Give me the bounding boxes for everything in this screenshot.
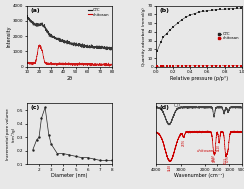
X-axis label: Diameter (nm): Diameter (nm) <box>51 173 88 178</box>
Point <box>86 156 90 159</box>
Point <box>205 64 209 67</box>
Point <box>201 64 205 67</box>
Point <box>161 36 165 39</box>
Point <box>159 65 163 68</box>
X-axis label: Wavenumber (cm⁻¹): Wavenumber (cm⁻¹) <box>174 173 224 178</box>
Text: 1647: 1647 <box>212 154 216 161</box>
Point <box>227 64 231 67</box>
Point <box>92 157 96 160</box>
Point <box>43 106 47 109</box>
Point <box>49 143 53 146</box>
Point <box>74 155 78 158</box>
Point <box>176 22 180 25</box>
Point <box>37 136 41 139</box>
Y-axis label: Intensity: Intensity <box>7 26 11 47</box>
Point <box>214 8 218 11</box>
Point <box>201 10 205 13</box>
Text: 1420: 1420 <box>217 145 221 151</box>
Text: 1153: 1153 <box>224 157 228 164</box>
Point <box>231 64 235 67</box>
Point <box>218 8 222 11</box>
Point <box>223 8 226 11</box>
Point <box>227 7 231 10</box>
Point <box>40 117 43 120</box>
Text: (a): (a) <box>30 8 40 12</box>
Text: (b): (b) <box>160 8 170 12</box>
Point <box>188 13 192 16</box>
Text: 2876: 2876 <box>182 139 186 146</box>
Point <box>180 18 184 21</box>
Legend: CTC, chitosan: CTC, chitosan <box>217 32 240 41</box>
Text: (d): (d) <box>160 105 170 110</box>
Text: 1076: 1076 <box>225 155 230 162</box>
Point <box>47 133 51 136</box>
Text: (c): (c) <box>30 105 40 110</box>
Point <box>184 64 188 67</box>
Text: chitosan: chitosan <box>196 149 214 153</box>
Point <box>193 12 197 15</box>
Text: 3448: 3448 <box>168 163 172 170</box>
Point <box>168 64 172 67</box>
Point <box>176 64 180 67</box>
Legend: CTC, chitosan: CTC, chitosan <box>88 8 110 17</box>
Point <box>223 64 226 67</box>
Y-axis label: Quantity adsorbed (mmol/g): Quantity adsorbed (mmol/g) <box>142 7 146 66</box>
Point <box>110 159 114 162</box>
Point <box>210 64 214 67</box>
Point <box>184 15 188 19</box>
Point <box>214 64 218 67</box>
Point <box>161 65 165 68</box>
Point <box>172 64 175 67</box>
Point <box>197 11 201 14</box>
Point <box>205 9 209 12</box>
Point <box>168 29 172 32</box>
Point <box>193 64 197 67</box>
Point <box>197 64 201 67</box>
Point <box>218 64 222 67</box>
Text: CTC: CTC <box>173 103 183 108</box>
Point <box>235 7 239 10</box>
Point <box>180 64 184 67</box>
Text: 1597: 1597 <box>213 155 217 162</box>
Point <box>188 64 192 67</box>
Point <box>165 32 169 35</box>
Point <box>55 152 59 155</box>
Point <box>231 7 235 10</box>
Point <box>239 7 243 10</box>
Point <box>165 64 169 67</box>
Point <box>35 139 39 142</box>
Point <box>98 159 102 162</box>
Point <box>80 156 83 159</box>
Point <box>235 64 239 67</box>
Point <box>210 9 214 12</box>
Y-axis label: Incremental pore volume
(cm³/g): Incremental pore volume (cm³/g) <box>6 108 15 160</box>
Point <box>61 152 65 155</box>
X-axis label: Relative pressure (p/p°): Relative pressure (p/p°) <box>170 76 228 81</box>
Point <box>239 64 243 67</box>
Point <box>68 153 71 156</box>
X-axis label: 2θ: 2θ <box>66 76 72 81</box>
Point <box>155 50 159 53</box>
Point <box>104 159 108 162</box>
Point <box>172 25 175 28</box>
Point <box>31 148 35 151</box>
Point <box>155 65 159 68</box>
Point <box>159 41 163 44</box>
